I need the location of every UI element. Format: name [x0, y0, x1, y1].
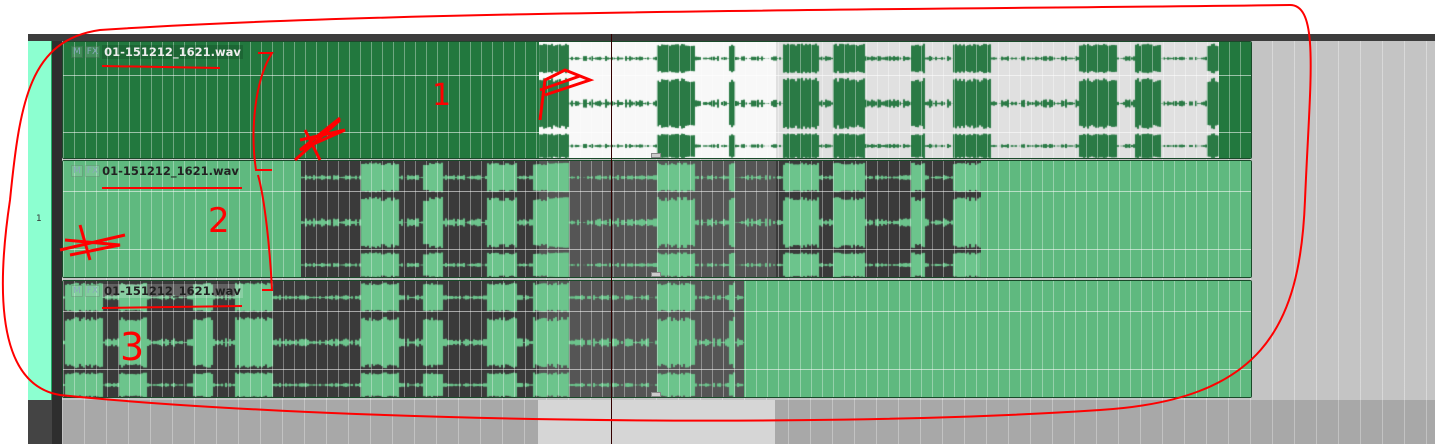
- mute-button[interactable]: M: [71, 285, 83, 297]
- waveform: [63, 161, 1251, 277]
- track-divider: [52, 41, 62, 444]
- waveform: [63, 42, 1251, 158]
- annotation-label: 2: [208, 201, 230, 241]
- item-name: 01-151212_1621.wav: [102, 284, 243, 298]
- annotation-arrow: [252, 52, 274, 291]
- track-number: 1: [36, 214, 42, 224]
- annotation-outline: [1, 3, 1312, 422]
- annotation-scribble: [538, 68, 595, 121]
- tcp-empty: [28, 400, 52, 444]
- annotation-scribble: [59, 224, 126, 261]
- item-name: 01-151212_1621.wav: [102, 45, 243, 59]
- fx-button[interactable]: FX: [84, 165, 101, 177]
- track-control-panel[interactable]: [28, 41, 52, 400]
- waveform: [63, 281, 1251, 397]
- annotation-label: 3: [120, 325, 144, 369]
- item-resize-handle[interactable]: [651, 272, 661, 277]
- edit-cursor: [611, 34, 612, 444]
- annotation-underline: [101, 305, 243, 309]
- item-resize-handle[interactable]: [651, 153, 661, 158]
- time-selection-highlight: [538, 400, 775, 444]
- fx-button[interactable]: FX: [84, 46, 101, 58]
- timeline-ruler[interactable]: [28, 34, 1435, 41]
- annotation-label: 1: [432, 78, 451, 113]
- annotation-scribble: [294, 116, 346, 162]
- mute-button[interactable]: M: [71, 165, 83, 177]
- item-label: M FX 01-151212_1621.wav: [71, 45, 243, 59]
- mute-button[interactable]: M: [71, 46, 83, 58]
- fx-button[interactable]: FX: [84, 285, 101, 297]
- annotation-underline: [101, 65, 221, 69]
- item-label: M FX 01-151212_1621.wav: [71, 164, 239, 178]
- item-label: M FX 01-151212_1621.wav: [71, 284, 243, 298]
- item-name: 01-151212_1621.wav: [102, 164, 239, 178]
- item-resize-handle[interactable]: [651, 392, 661, 397]
